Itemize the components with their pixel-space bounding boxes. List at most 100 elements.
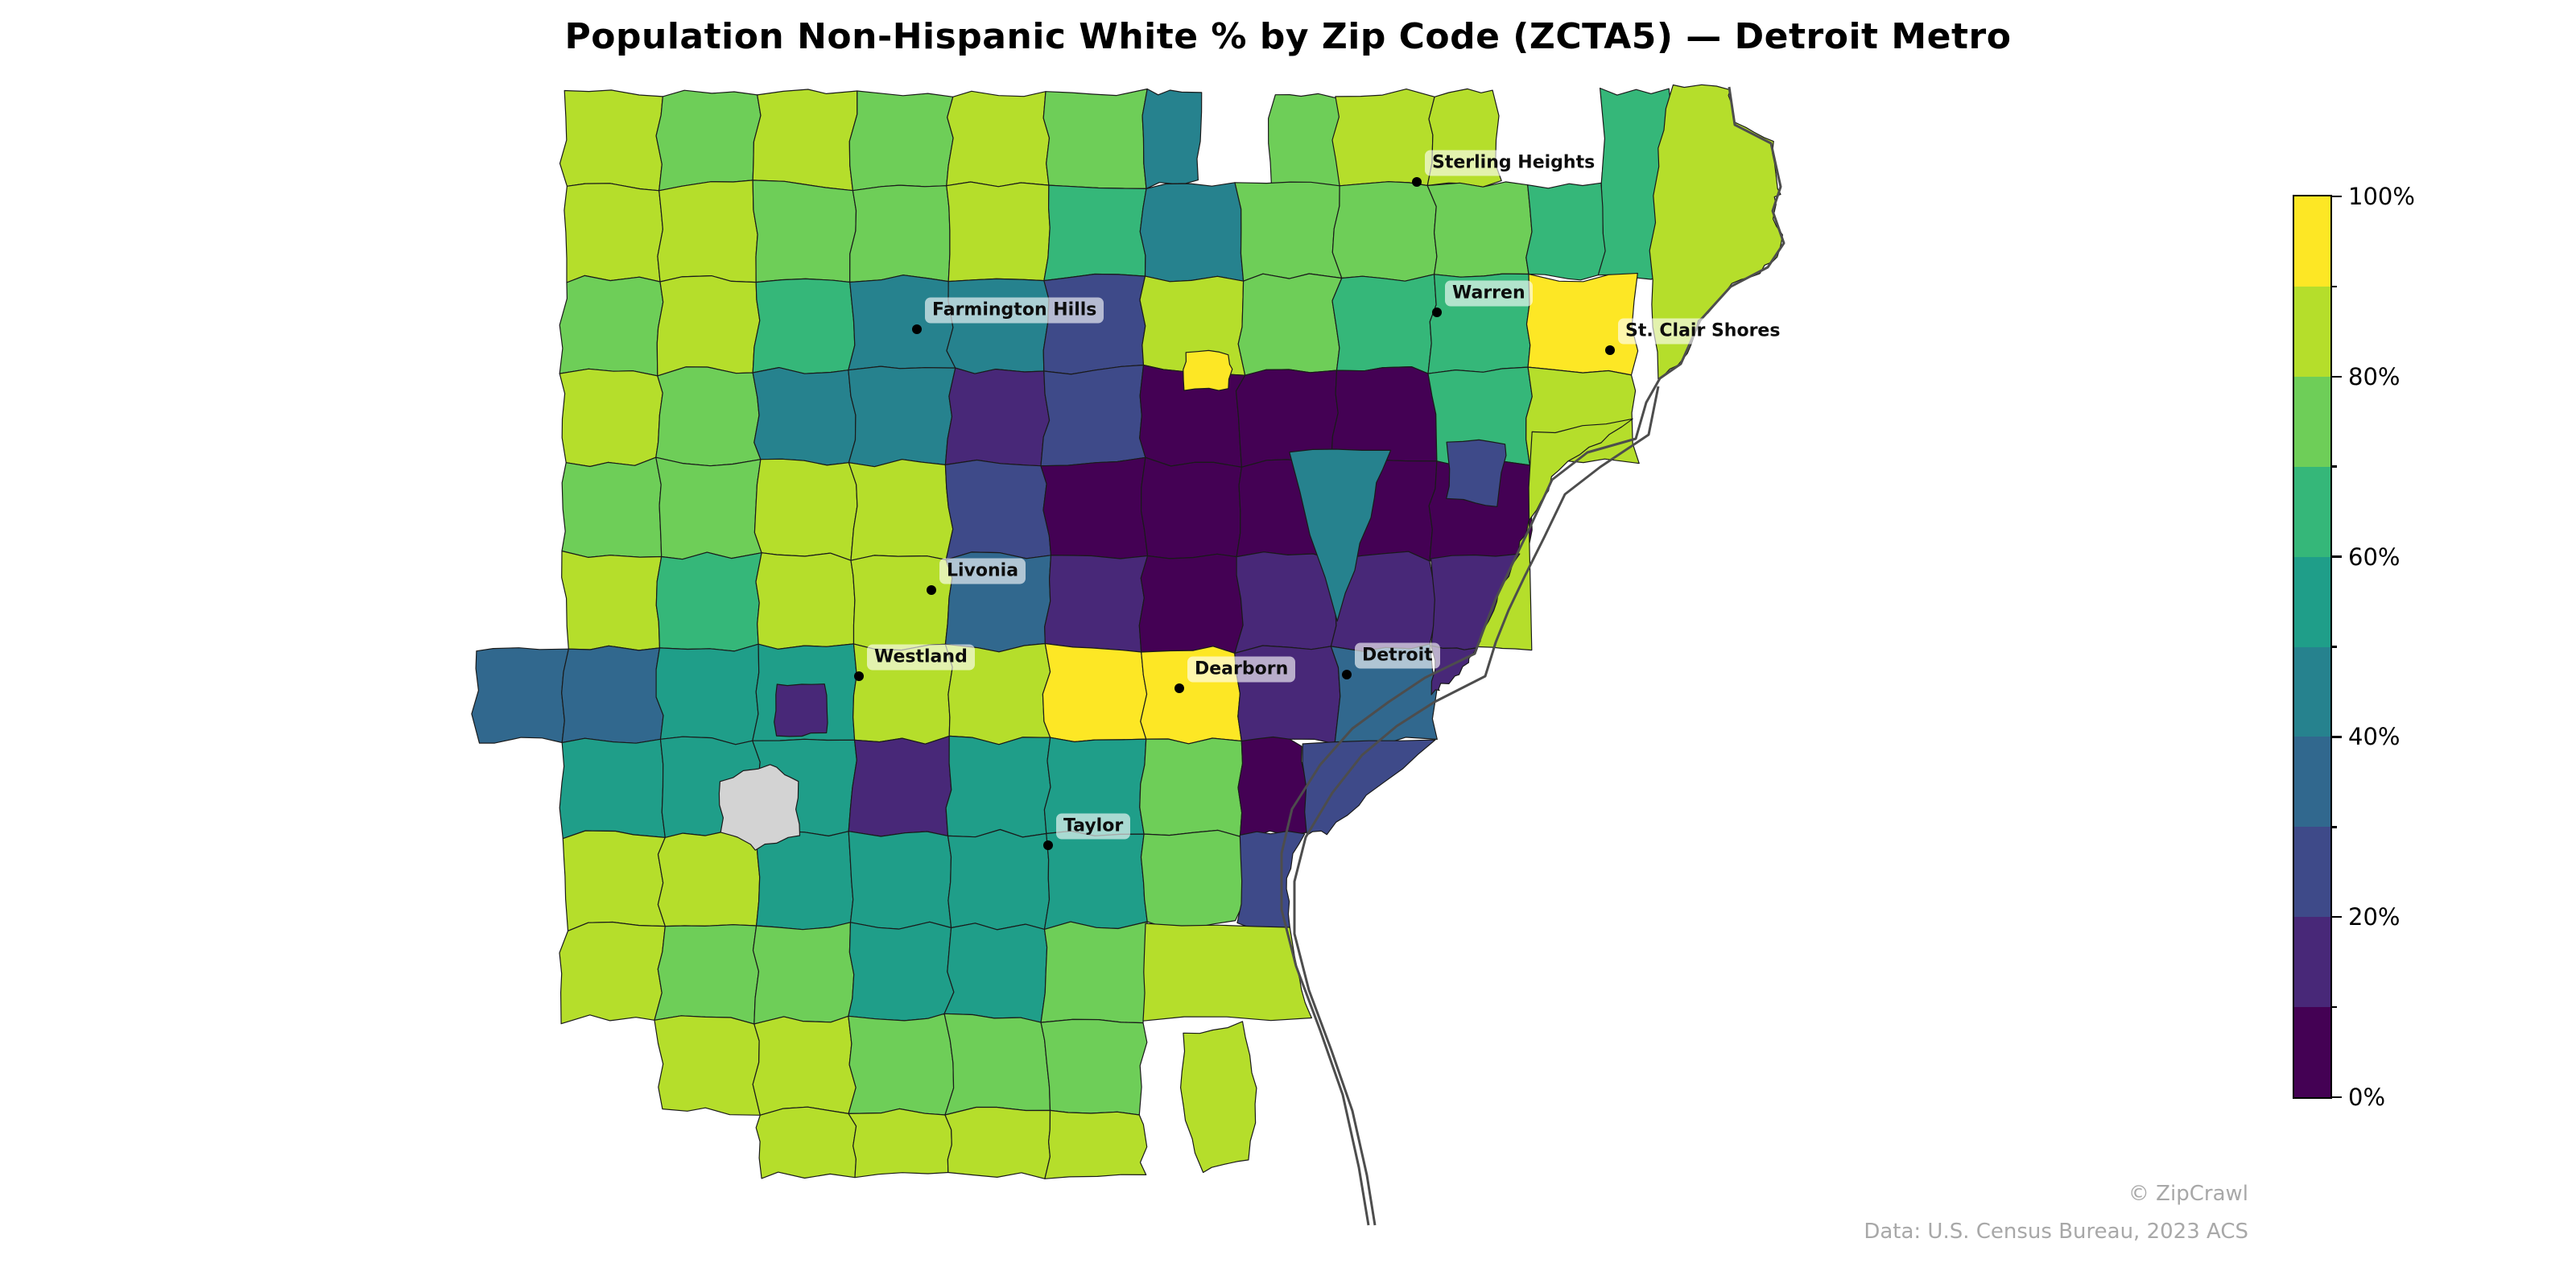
zip-region [1141, 88, 1203, 189]
city-marker-dot [854, 671, 864, 681]
zip-region [752, 180, 857, 283]
zip-region [943, 1013, 1051, 1116]
zip-region [848, 459, 954, 561]
zip-region [559, 368, 663, 468]
zip-region [1525, 182, 1606, 281]
colorbar-segment [2294, 196, 2330, 287]
zip-region [1237, 736, 1309, 837]
zip-region [1044, 555, 1149, 653]
colorbar-segment [2294, 1007, 2330, 1098]
zip-region [1331, 88, 1435, 187]
zip-region [471, 647, 569, 744]
international-border-line [1293, 386, 1660, 1226]
zip-region [1042, 273, 1146, 375]
zip-region [655, 551, 762, 652]
zip-region [752, 367, 857, 466]
zip-region [1044, 1109, 1148, 1179]
zip-region [1331, 181, 1438, 282]
city-label: St. Clair Shores [1618, 318, 1788, 344]
zip-region [561, 645, 664, 744]
city-label: Detroit [1355, 642, 1440, 668]
colorbar-segment [2294, 646, 2330, 737]
colorbar-segment [2294, 917, 2330, 1008]
zip-region [1040, 1018, 1148, 1116]
zip-region [1139, 182, 1245, 283]
map-title: Population Non-Hispanic White % by Zip C… [564, 16, 2012, 57]
city-marker-dot [1605, 345, 1615, 355]
city-marker-dot [927, 585, 936, 595]
city-label: Warren [1445, 280, 1533, 306]
zip-region [1237, 273, 1343, 376]
colorbar-minor-tick [2330, 646, 2337, 648]
zip-region [848, 831, 952, 930]
zip-region [947, 828, 1051, 931]
zip-region [848, 921, 955, 1022]
city-marker-dot [1342, 670, 1352, 679]
zip-region [1140, 456, 1243, 559]
zip-region [1331, 274, 1437, 374]
zip-region [944, 459, 1052, 561]
city-label: Farmington Hills [925, 297, 1104, 323]
colorbar-tick-label: 80% [2348, 362, 2401, 390]
colorbar-segment [2294, 466, 2330, 558]
colorbar-tick-label: 0% [2348, 1084, 2386, 1111]
colorbar-minor-tick [2330, 826, 2337, 828]
zip-region [1426, 181, 1533, 278]
colorbar-major-tick [2330, 195, 2342, 198]
colorbar-segment [2294, 737, 2330, 828]
zip-region [1289, 448, 1392, 622]
colorbar-segment [2294, 556, 2330, 647]
colorbar-major-tick [2330, 736, 2342, 738]
zip-region [755, 830, 854, 931]
zip-region [654, 1015, 761, 1116]
zip-region [1042, 88, 1148, 189]
shoreline [1280, 86, 1785, 1226]
zip-region [1267, 93, 1341, 189]
zip-region [752, 1015, 857, 1116]
zip-region [1183, 349, 1233, 391]
city-label: Livonia [939, 558, 1026, 584]
colorbar-segment [2294, 827, 2330, 918]
zip-region [657, 829, 761, 927]
colorbar-minor-tick [2330, 285, 2337, 288]
zip-region [849, 184, 951, 283]
zip-region [559, 275, 664, 377]
colorbar-major-tick [2330, 1096, 2342, 1099]
zip-region [1139, 737, 1244, 837]
zip-region [561, 550, 663, 651]
city-marker-dot [1412, 177, 1422, 187]
zip-region [848, 735, 952, 837]
zip-region [945, 735, 1051, 838]
zip-region [848, 365, 956, 468]
colorbar-segment [2294, 376, 2330, 468]
zip-region [1302, 739, 1436, 836]
colorbar-segment [2294, 286, 2330, 378]
zip-region [752, 922, 855, 1025]
zip-region [850, 555, 953, 651]
zip-region [848, 90, 954, 192]
zip-region [1331, 366, 1438, 463]
city-label: Dearborn [1187, 656, 1296, 682]
zip-region [755, 552, 856, 650]
zip-region [943, 923, 1048, 1023]
zip-region [654, 924, 760, 1025]
colorbar [2293, 195, 2332, 1099]
colorbar-major-tick [2330, 915, 2342, 919]
zip-region [1179, 1021, 1257, 1174]
zip-region [1043, 830, 1148, 931]
colorbar-major-tick [2330, 375, 2342, 378]
city-label: Taylor [1056, 813, 1131, 839]
zip-region [1040, 921, 1148, 1024]
attribution-brand: © ZipCrawl [2128, 1182, 2248, 1206]
zip-region [944, 367, 1051, 467]
attribution: © ZipCrawl Data: U.S. Census Bureau, 202… [1864, 1175, 2248, 1251]
nodata-region [718, 764, 801, 851]
zip-region [559, 737, 666, 840]
zip-region [656, 275, 761, 377]
city-marker-dot [1432, 308, 1442, 317]
zip-region [1040, 456, 1149, 559]
zip-region [655, 456, 762, 560]
zip-region [559, 921, 666, 1025]
